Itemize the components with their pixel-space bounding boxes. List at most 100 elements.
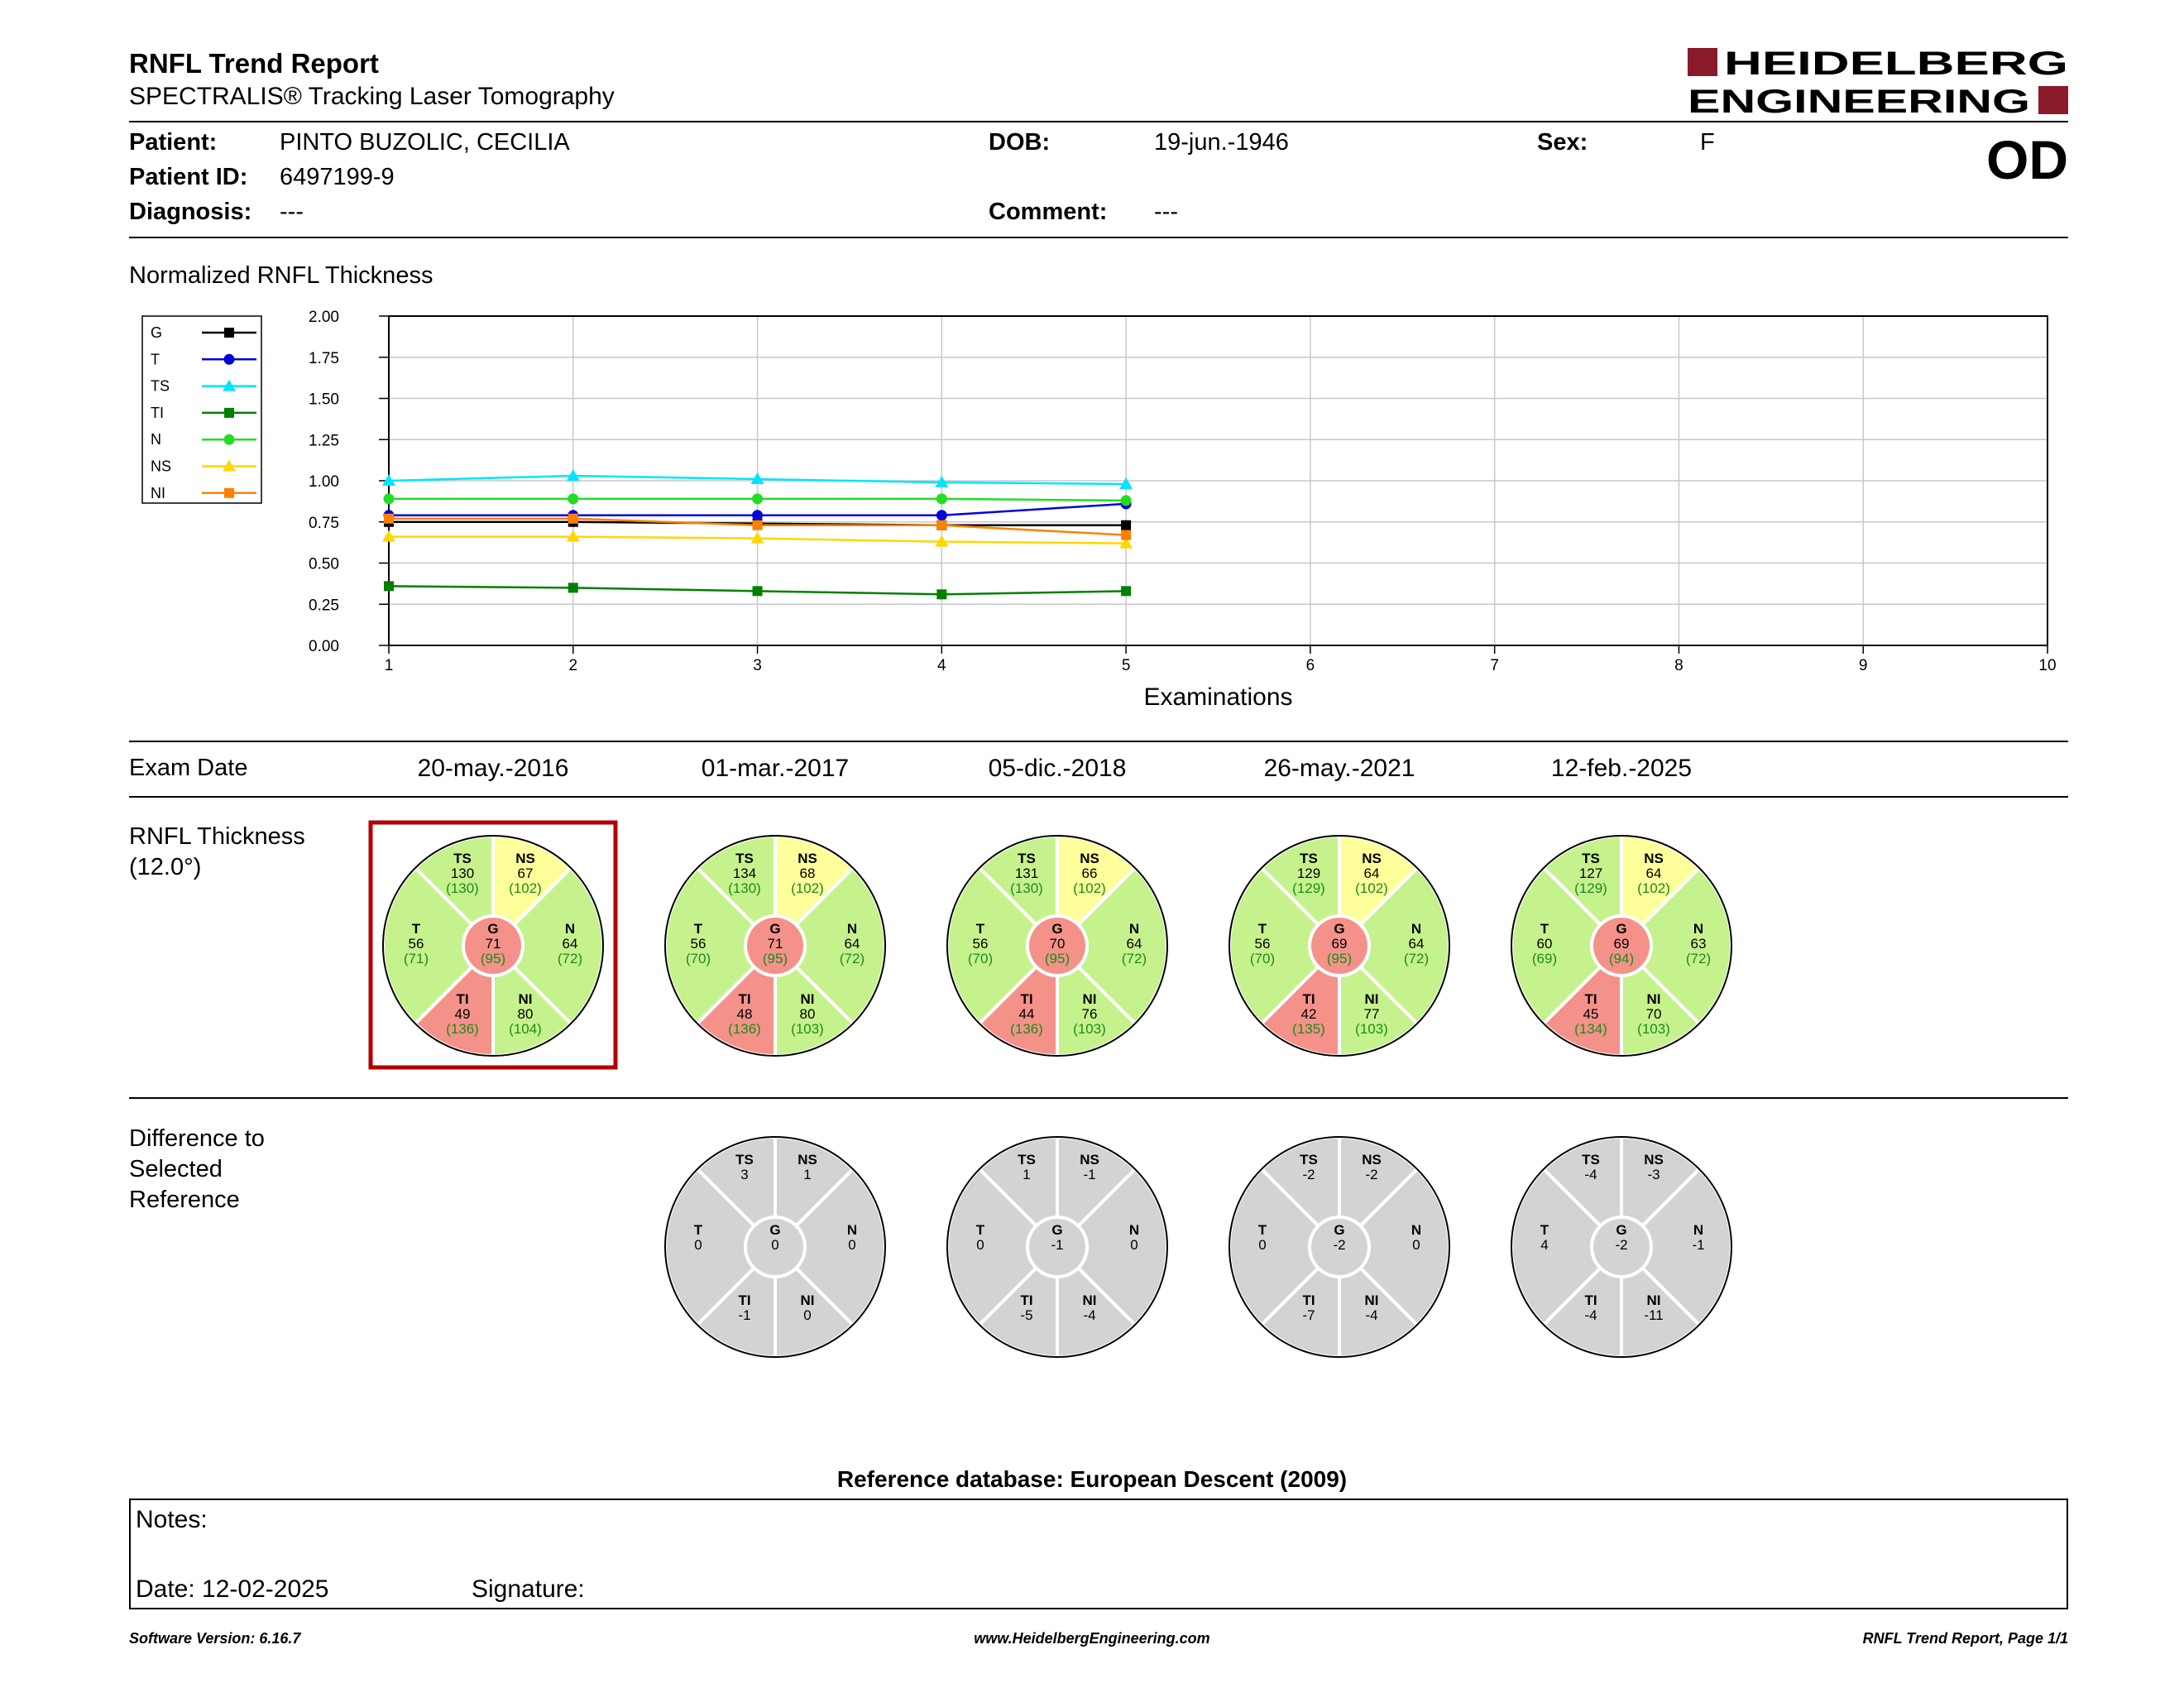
sector-label-N: N [1129, 921, 1139, 937]
sector-label-N: N [1411, 1222, 1421, 1238]
y-tick-label: 2.00 [309, 309, 339, 326]
data-point-NS [1119, 536, 1133, 549]
diagnosis-label: Diagnosis: [129, 199, 252, 225]
sector-label-NS: NS [1644, 851, 1664, 866]
plot-outline [946, 835, 1168, 1057]
sector-reference-N: (72) [1686, 951, 1711, 966]
sector-label-TI: TI [738, 991, 750, 1007]
legend-label: G [151, 324, 162, 341]
sector-reference-G: (94) [1609, 951, 1634, 966]
data-point-TI [384, 581, 394, 592]
sector-label-T: T [1540, 921, 1549, 937]
selected-reference-frame [368, 820, 618, 1070]
sector-label-T: T [1540, 1222, 1549, 1238]
sector-value-TI: 44 [1019, 1006, 1035, 1022]
data-point-TS [566, 469, 580, 482]
eye-indicator: OD [1986, 129, 2068, 190]
thickness-angle-label: (12.0°) [129, 854, 202, 880]
sector-value-NS: -2 [1365, 1167, 1377, 1182]
thickness-plot-3: NS66(102)TS131(130)T56(70)TI44(136)NI76(… [945, 833, 1170, 1058]
sector-label-NI: NI [1365, 1292, 1379, 1308]
data-point-G [1121, 520, 1132, 530]
sector-value-NI: 0 [803, 1307, 811, 1323]
y-tick-label: 1.50 [309, 391, 339, 409]
sector-reference-NS: (102) [1355, 880, 1388, 896]
sector-value-G: 70 [1050, 936, 1066, 952]
y-tick-label: 0.75 [309, 515, 339, 532]
software-version: Software Version: 6.16.7 [129, 1630, 301, 1647]
sector-label-T: T [412, 921, 421, 937]
data-point-NS [382, 530, 395, 542]
y-tick-label: 1.25 [309, 432, 339, 449]
sector-value-TI: 45 [1583, 1006, 1599, 1022]
divider [129, 121, 2068, 122]
sector-value-N: 0 [1130, 1237, 1138, 1253]
notes-box[interactable] [129, 1499, 2068, 1609]
sector-label-NI: NI [1365, 991, 1379, 1007]
sector-reference-NI: (103) [1073, 1021, 1106, 1037]
sector-label-TS: TS [1300, 851, 1318, 866]
sector-value-N: 64 [1127, 936, 1142, 952]
plot-outline [664, 835, 886, 1057]
sector-value-N: 64 [845, 936, 860, 952]
sector-value-NI: 80 [518, 1006, 534, 1022]
sector-value-NI: 80 [800, 1006, 816, 1022]
website-link[interactable]: www.HeidelbergEngineering.com [974, 1630, 1210, 1647]
divider [129, 796, 2068, 798]
sector-label-G: G [769, 1222, 780, 1238]
sector-label-NS: NS [797, 1152, 817, 1168]
data-point-TS [750, 472, 764, 485]
plot-outline [1511, 1136, 1732, 1358]
sector-label-T: T [1258, 921, 1267, 937]
y-tick-label: 0.00 [309, 638, 339, 655]
exam-date-4: 26-may.-2021 [1263, 755, 1415, 782]
sector-label-NS: NS [1080, 1152, 1099, 1168]
x-tick-label: 1 [385, 657, 394, 674]
sector-label-NS: NS [797, 851, 817, 866]
sector-value-NS: -1 [1083, 1167, 1095, 1182]
dob-value: 19-jun.-1946 [1154, 129, 1289, 156]
thickness-plot-2: NS68(102)TS134(130)T56(70)TI48(136)NI80(… [663, 833, 888, 1058]
sector-reference-NI: (103) [791, 1021, 824, 1037]
legend-marker [223, 459, 236, 472]
dob-label: DOB: [989, 129, 1051, 156]
sex-value: F [1700, 129, 1715, 156]
data-point-TI [1121, 586, 1132, 597]
chart-title: Normalized RNFL Thickness [129, 262, 433, 289]
sector-value-NS: -3 [1647, 1167, 1660, 1182]
sector-reference-T: (70) [686, 951, 711, 966]
sector-value-G: 71 [768, 936, 783, 952]
sector-label-NI: NI [801, 991, 815, 1007]
sector-value-G: 69 [1614, 936, 1630, 952]
sector-label-TS: TS [1300, 1152, 1318, 1168]
sector-value-TS: 131 [1015, 866, 1038, 881]
sector-value-NS: 66 [1082, 866, 1098, 881]
sector-reference-NS: (102) [1073, 880, 1106, 896]
sector-G [747, 1219, 803, 1275]
sector-label-N: N [1411, 921, 1421, 937]
sector-G [1311, 918, 1367, 974]
sector-label-NI: NI [519, 991, 533, 1007]
sector-reference-G: (95) [481, 951, 505, 966]
sector-value-T: 0 [694, 1237, 702, 1253]
sector-label-TI: TI [1584, 1292, 1597, 1308]
sector-value-NI: 70 [1646, 1006, 1662, 1022]
trend-chart: 0.00 0.25 0.50 0.75 1.00 1.25 1.50 1.75 2.00 1 2 3 4… [141, 309, 2057, 711]
divider [129, 1097, 2068, 1099]
sector-label-G: G [1051, 1222, 1062, 1238]
legend: GT TS TI N NS NI [141, 315, 262, 504]
sector-reference-N: (72) [558, 951, 582, 966]
sector-value-G: -2 [1615, 1237, 1627, 1253]
logo-square-top [1688, 48, 1717, 76]
report-subtitle: SPECTRALIS® Tracking Laser Tomography [129, 83, 615, 110]
sector-value-NS: 64 [1646, 866, 1662, 881]
sector-reference-TS: (130) [446, 880, 479, 896]
notes-label: Notes: [136, 1506, 208, 1533]
sector-label-N: N [565, 921, 575, 937]
sector-label-TI: TI [1020, 991, 1032, 1007]
sector-reference-T: (69) [1532, 951, 1557, 966]
sector-reference-TI: (135) [1292, 1021, 1325, 1037]
sector-value-N: 63 [1691, 936, 1707, 952]
